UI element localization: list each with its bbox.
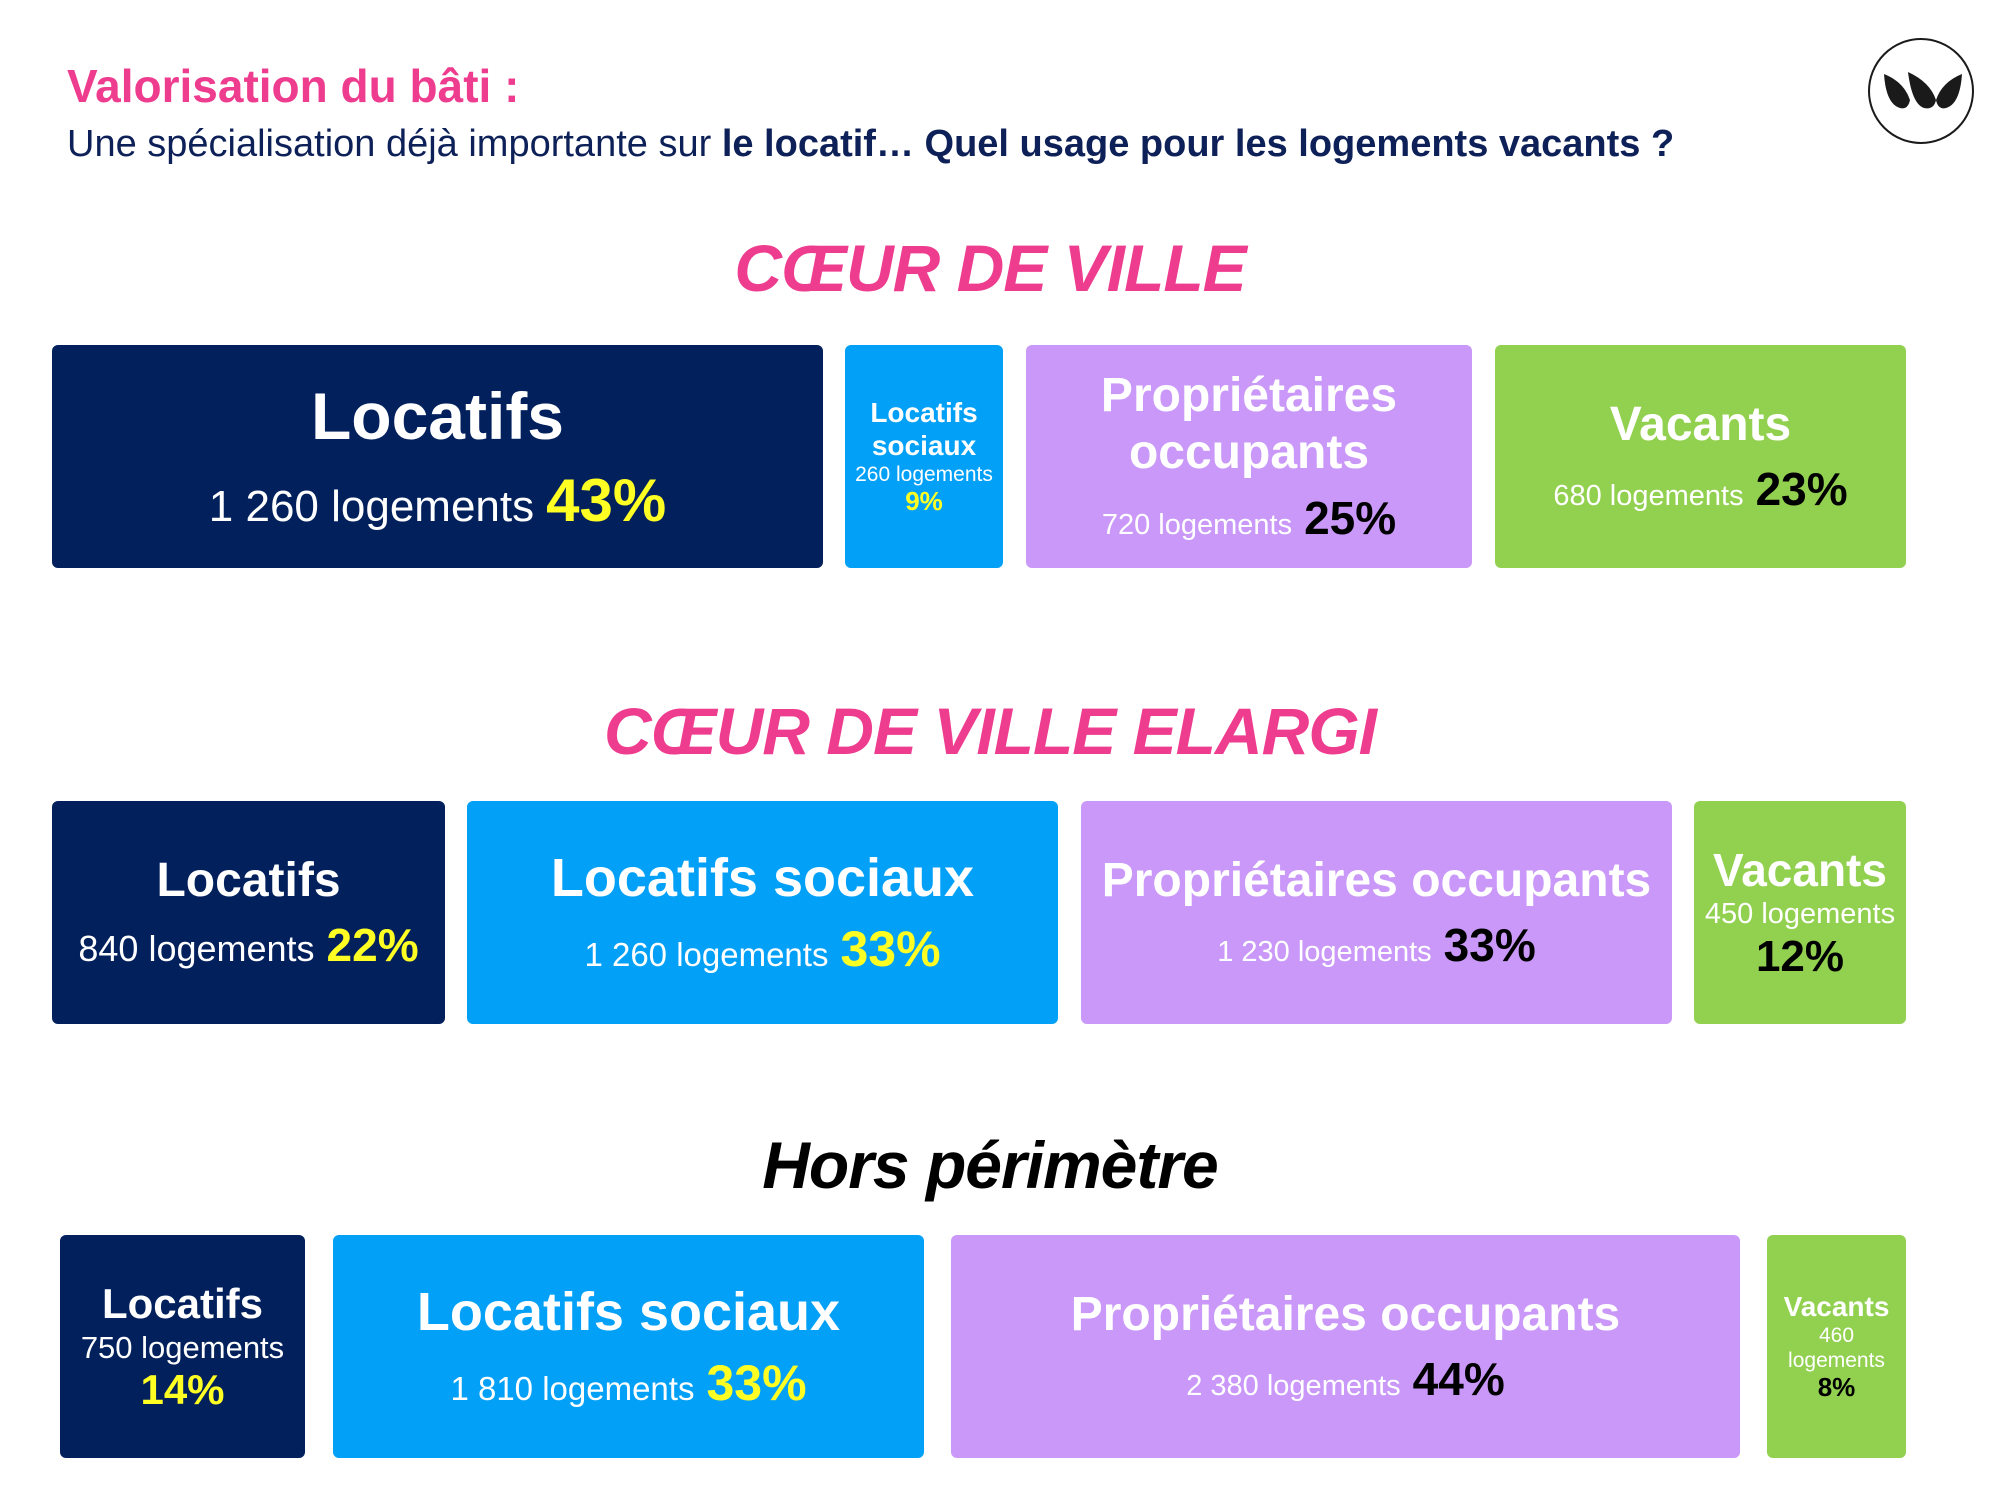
bar-value-line: 840 logements 22% — [78, 919, 418, 972]
bar-s2-c3: Propriétaires occupants 1 230 logements 33… — [1081, 801, 1672, 1024]
bar-percent: 22% — [326, 919, 419, 972]
bar-percent: 9% — [905, 486, 943, 517]
bar-count: 750 logements — [80, 1329, 285, 1365]
bar-s3-c3: Propriétaires occupants 2 380 logements 44… — [951, 1235, 1740, 1458]
bar-value-line: 1 810 logements 33% — [450, 1355, 806, 1413]
page-kicker: Valorisation du bâti : — [67, 60, 520, 112]
bar-label: Vacants — [1783, 1290, 1890, 1322]
bar-value-line: 1 260 logements 43% — [209, 466, 666, 535]
bar-label: Locatifs sociaux — [416, 1281, 841, 1342]
brand-wave-logo-icon — [1884, 72, 1962, 109]
bar-s2-c4: Vacants 450 logements 12% — [1694, 801, 1906, 1024]
bar-label: Locatifs — [101, 1279, 264, 1327]
bar-label: Propriétaires occupants — [1100, 369, 1398, 480]
bar-label: Locatifs — [156, 853, 341, 907]
bar-value-line: 1 230 logements 33% — [1217, 919, 1536, 972]
brand-logo — [1868, 38, 1974, 144]
bar-percent: 43% — [546, 466, 667, 534]
bar-count: 450 logements — [1704, 897, 1896, 930]
bar-count: 260 logements — [855, 462, 993, 486]
header: Valorisation du bâti : Une spécialisatio… — [67, 56, 1674, 172]
bar-count: 840 logements — [78, 928, 315, 970]
subtitle-strong: le locatif… Quel usage pour les logement… — [721, 123, 1675, 165]
bar-count: 720 logements — [1101, 508, 1293, 541]
bar-percent: 25% — [1304, 491, 1397, 544]
bar-count: 1 260 logements — [208, 481, 535, 531]
section-title-2: CŒUR DE VILLE ELARGI — [603, 694, 1377, 768]
subtitle-plain: Une spécialisation déjà importante sur — [67, 123, 712, 165]
bar-label: Locatifs sociaux — [550, 847, 975, 908]
bar-percent: 44% — [1412, 1353, 1505, 1406]
bar-label: Vacants — [1609, 397, 1792, 451]
bar-label: Propriétaires occupants — [1070, 1287, 1621, 1341]
bar-count: 1 230 logements — [1217, 936, 1432, 969]
bar-label: Locatifs — [310, 379, 565, 454]
bar-label: Propriétaires occupants — [1101, 853, 1652, 907]
bar-count: 1 810 logements — [450, 1369, 695, 1407]
bar-percent: 12% — [1755, 931, 1845, 981]
bar-value-line: 680 logements 23% — [1553, 463, 1847, 516]
bar-s2-c1: Locatifs 840 logements 22% — [52, 801, 445, 1024]
bar-s3-c2: Locatifs sociaux 1 810 logements 33% — [333, 1235, 924, 1458]
bar-percent: 14% — [140, 1365, 225, 1413]
bar-percent: 23% — [1755, 463, 1848, 516]
section-title-1: CŒUR DE VILLE — [734, 231, 1246, 305]
bar-s1-c2: Locatifs sociaux 260 logements 9% — [845, 345, 1003, 568]
bar-value-line: 2 380 logements 44% — [1186, 1353, 1505, 1406]
bar-s2-c2: Locatifs sociaux 1 260 logements 33% — [467, 801, 1058, 1024]
bar-count: 2 380 logements — [1186, 1370, 1401, 1403]
bar-s3-c1: Locatifs 750 logements 14% — [60, 1235, 305, 1458]
bar-s3-c4: Vacants 460 logements 8% — [1767, 1235, 1906, 1458]
bar-count: 1 260 logements — [584, 935, 829, 973]
bar-label: Vacants — [1713, 843, 1887, 896]
bar-s1-c1: Locatifs 1 260 logements 43% — [52, 345, 823, 568]
bar-s1-c4: Vacants 680 logements 23% — [1495, 345, 1906, 568]
bar-count: 460 logements — [1788, 1323, 1885, 1373]
bar-s1-c3: Propriétaires occupants 720 logements 25% — [1026, 345, 1472, 568]
bar-value-line: 720 logements 25% — [1102, 492, 1396, 545]
bar-count: 680 logements — [1553, 480, 1744, 513]
bar-percent: 33% — [1443, 919, 1536, 972]
bar-percent: 33% — [840, 920, 941, 977]
bar-value-line: 1 260 logements 33% — [584, 921, 940, 979]
bar-label: Locatifs sociaux — [870, 396, 978, 461]
bar-percent: 8% — [1817, 1372, 1856, 1403]
section-title-3: Hors périmètre — [762, 1128, 1219, 1202]
bar-percent: 33% — [706, 1354, 807, 1411]
page-subtitle: Une spécialisation déjà importante sur l… — [67, 116, 1674, 172]
